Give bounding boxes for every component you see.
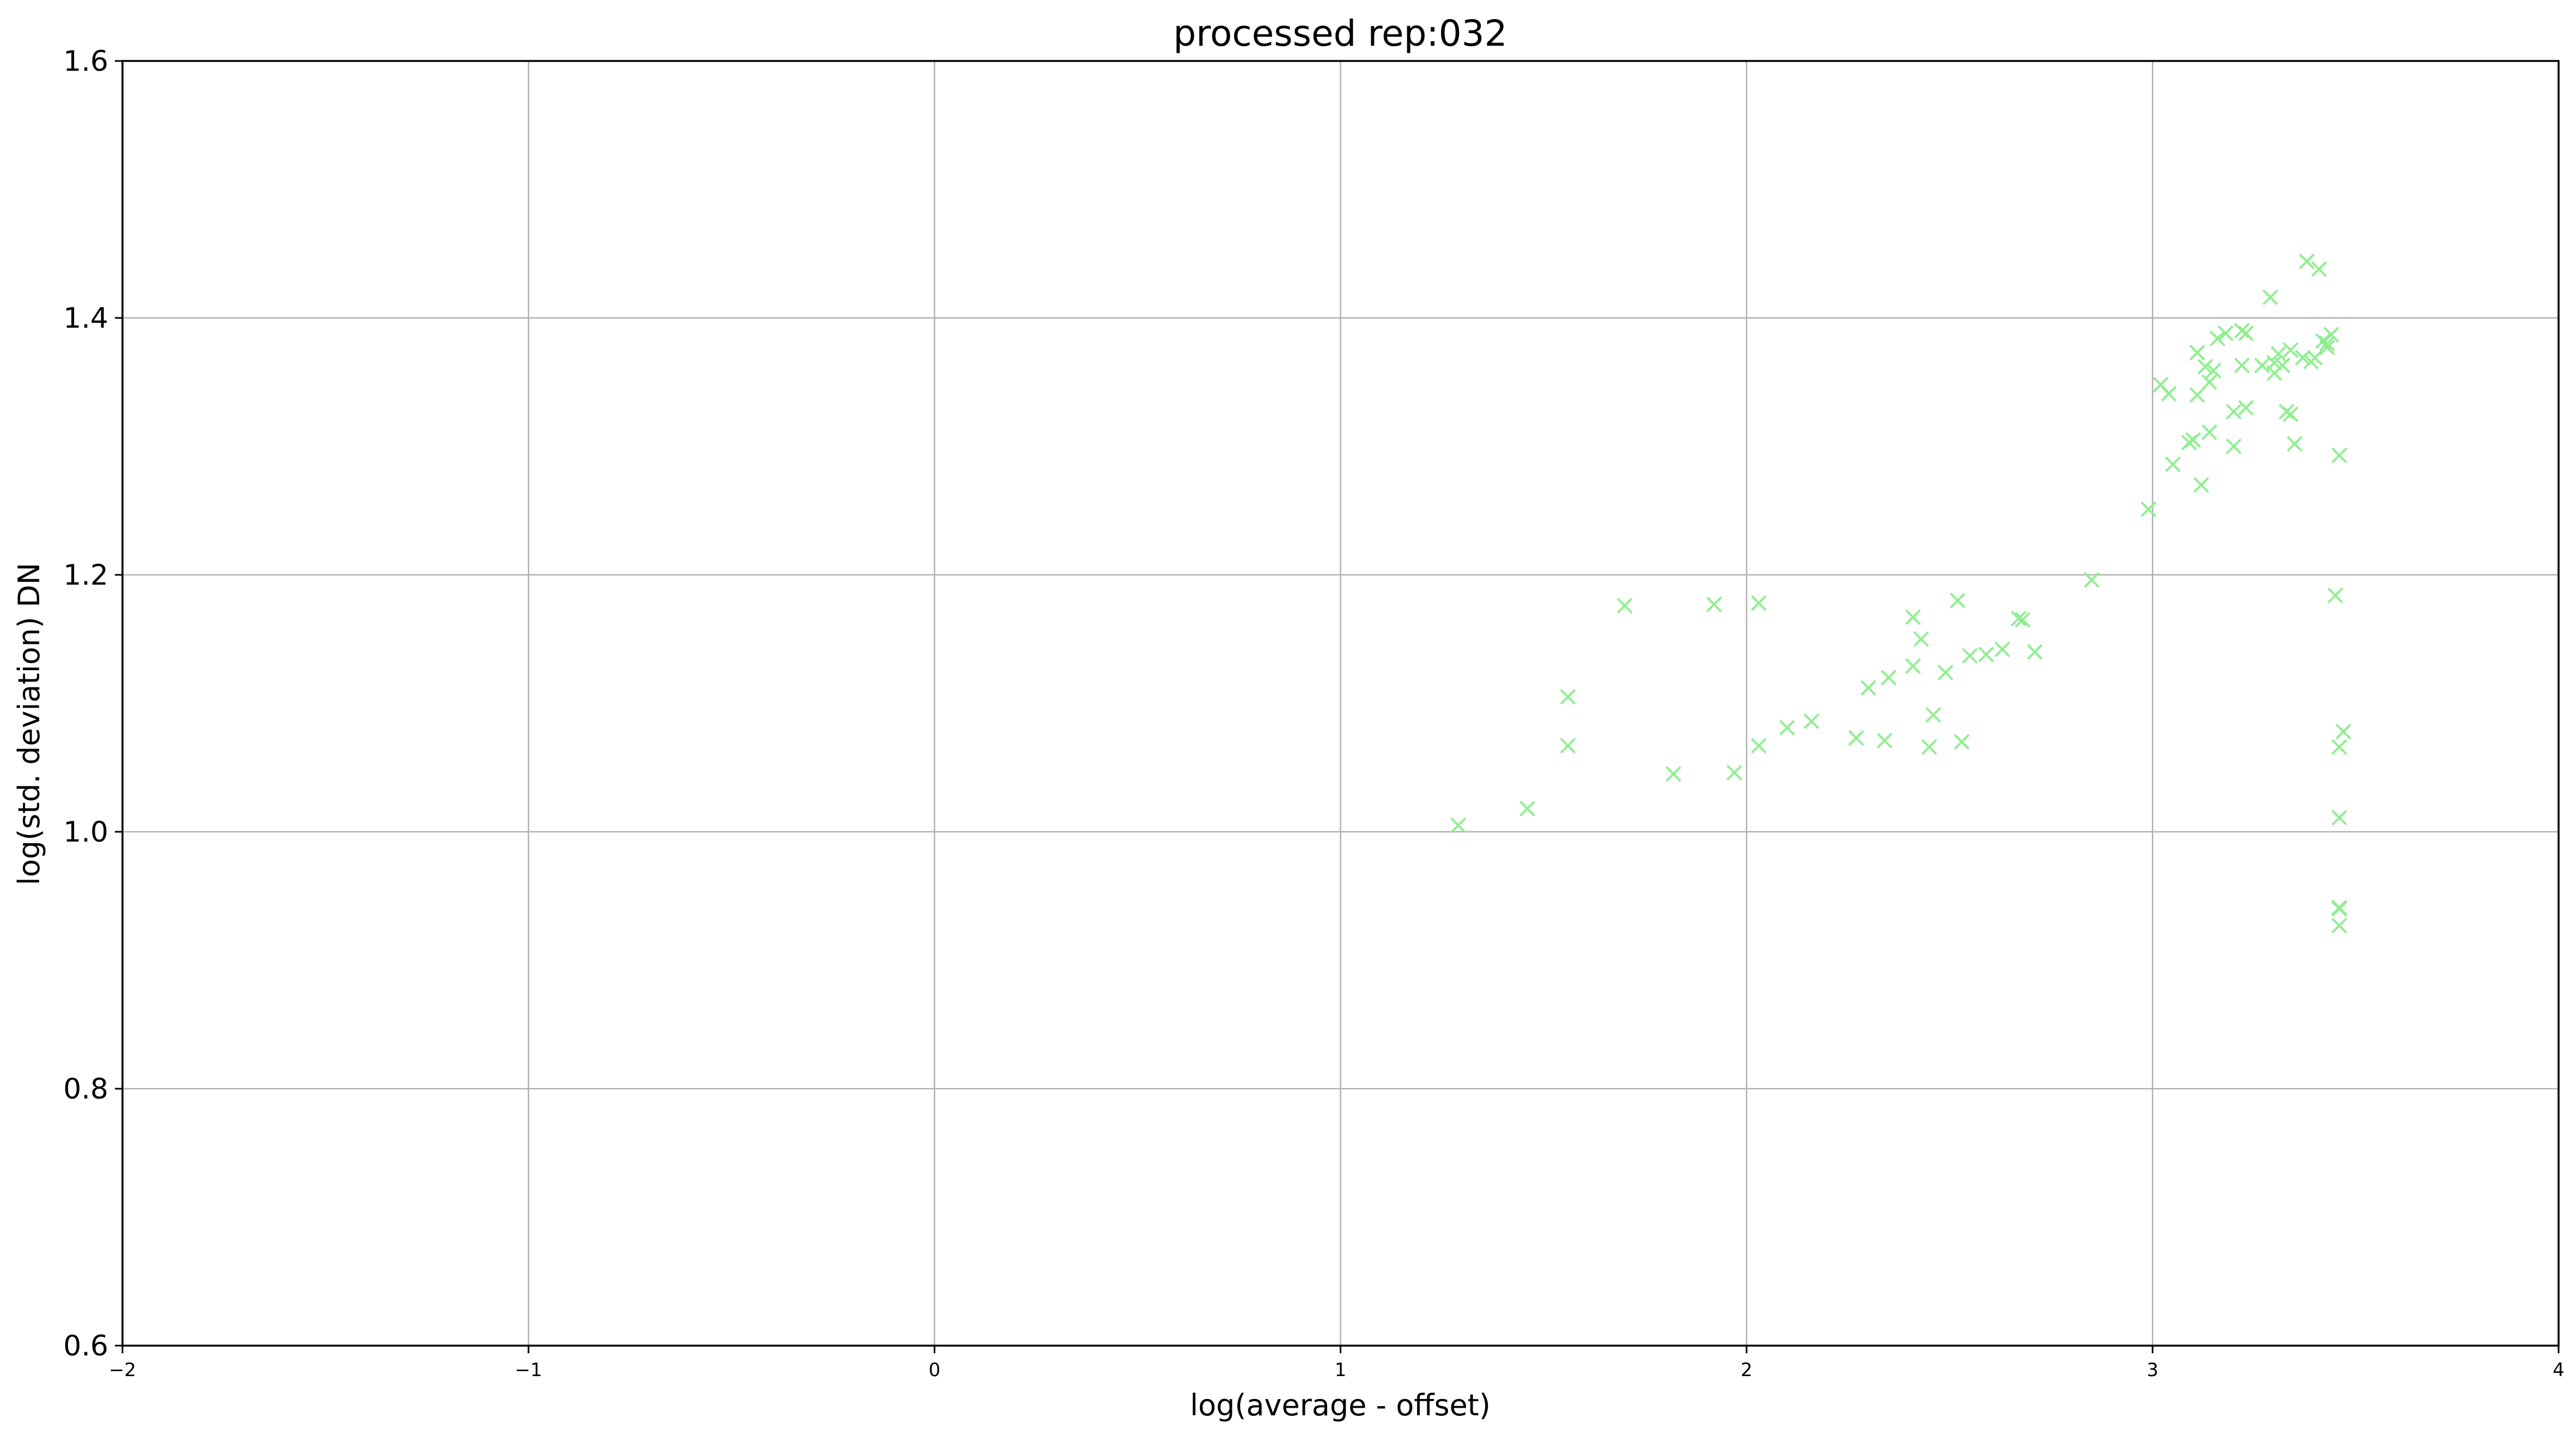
data-point-marker (1804, 713, 1820, 729)
data-point-marker (2331, 917, 2347, 934)
data-point-marker (2323, 327, 2339, 343)
data-point-marker (2201, 374, 2217, 390)
data-point-marker (2165, 456, 2181, 472)
data-point-marker (2027, 644, 2043, 660)
data-point-marker (2010, 610, 2027, 627)
data-point-marker (1994, 641, 2010, 658)
data-point-marker (1560, 738, 1576, 754)
data-point-marker (2225, 438, 2242, 455)
data-point-marker (2331, 739, 2347, 755)
data-point-marker (1905, 658, 1921, 674)
data-point-marker (2335, 723, 2352, 740)
x-tick-label: −2 (109, 1359, 136, 1381)
data-point-marker (2210, 330, 2225, 347)
data-point-marker (1665, 766, 1682, 782)
y-tick-label: 0.6 (63, 1330, 108, 1363)
data-point-marker (1848, 730, 1864, 746)
y-tick-label: 1.4 (63, 302, 108, 335)
data-point-marker (1913, 631, 1929, 647)
data-point-marker (2083, 572, 2100, 588)
data-point-marker (2331, 809, 2347, 826)
data-points (1450, 253, 2352, 934)
data-point-marker (2197, 359, 2213, 375)
y-axis-label: log(std. deviation) DN (12, 563, 46, 886)
data-point-marker (2286, 435, 2303, 452)
data-point-marker (1978, 646, 1994, 662)
data-point-marker (2218, 325, 2234, 341)
data-point-marker (2189, 345, 2205, 361)
data-point-marker (2283, 406, 2299, 422)
data-point-marker (2331, 901, 2347, 917)
x-tick-label: 0 (929, 1359, 941, 1381)
data-point-marker (2311, 261, 2327, 277)
data-point-marker (1751, 595, 1767, 611)
data-point-marker (1937, 664, 1954, 680)
data-point-marker (1450, 817, 1467, 833)
x-tick-label: 2 (1741, 1359, 1753, 1381)
data-point-marker (1726, 765, 1743, 781)
x-tick-label: 3 (2146, 1359, 2158, 1381)
data-point-marker (2307, 349, 2323, 366)
data-point-marker (2254, 357, 2270, 373)
data-point-marker (2299, 253, 2315, 269)
x-axis-label: log(average - offset) (1190, 1388, 1491, 1422)
data-point-marker (2161, 385, 2177, 402)
data-point-marker (2274, 357, 2291, 373)
data-point-marker (2295, 349, 2311, 366)
data-point-marker (1949, 592, 1966, 609)
data-point-marker (1905, 609, 1921, 625)
x-tick-label: −1 (515, 1359, 542, 1381)
grid-lines (121, 60, 2560, 1347)
data-point-marker (1954, 734, 1970, 750)
data-point-marker (2319, 339, 2335, 355)
data-point-marker (1876, 733, 1893, 748)
data-point-marker (2319, 335, 2335, 352)
data-point-marker (2234, 357, 2250, 373)
data-point-marker (1860, 680, 1876, 696)
data-point-marker (1962, 648, 1978, 664)
data-point-marker (1560, 689, 1576, 705)
x-tick-label: 4 (2553, 1359, 2565, 1381)
data-point-marker (1617, 598, 1633, 614)
data-point-marker (2327, 587, 2344, 604)
data-point-marker (1921, 739, 1937, 755)
data-point-marker (2140, 501, 2157, 518)
data-point-marker (2238, 325, 2254, 341)
y-tick-label: 1.0 (63, 816, 108, 849)
data-point-marker (1706, 596, 1722, 612)
data-point-marker (1519, 801, 1535, 817)
data-point-marker (2201, 424, 2217, 440)
data-point-marker (2185, 432, 2201, 448)
data-point-marker (2225, 403, 2242, 420)
data-point-marker (2283, 342, 2299, 358)
data-point-marker (1751, 738, 1767, 754)
y-tick-label: 0.8 (63, 1073, 108, 1106)
data-point-marker (2189, 387, 2205, 403)
y-tick-label: 1.6 (63, 45, 108, 78)
chart-title: processed rep:032 (1173, 13, 1507, 54)
data-point-marker (2205, 363, 2222, 379)
data-point-marker (2193, 477, 2210, 493)
data-point-marker (2238, 400, 2254, 416)
axis-ticks: −2 −1 0 1 2 3 4 0.6 0.8 1.0 1.2 1.4 1.6 (63, 45, 2565, 1381)
data-point-marker (1779, 720, 1795, 736)
x-tick-label: 1 (1335, 1359, 1347, 1381)
data-point-marker (2015, 612, 2031, 628)
data-point-marker (2270, 346, 2286, 362)
data-point-marker (1925, 707, 1941, 723)
data-point-marker (2262, 289, 2278, 305)
data-point-marker (2331, 447, 2347, 463)
y-tick-label: 1.2 (63, 559, 108, 592)
data-point-marker (1880, 670, 1897, 686)
